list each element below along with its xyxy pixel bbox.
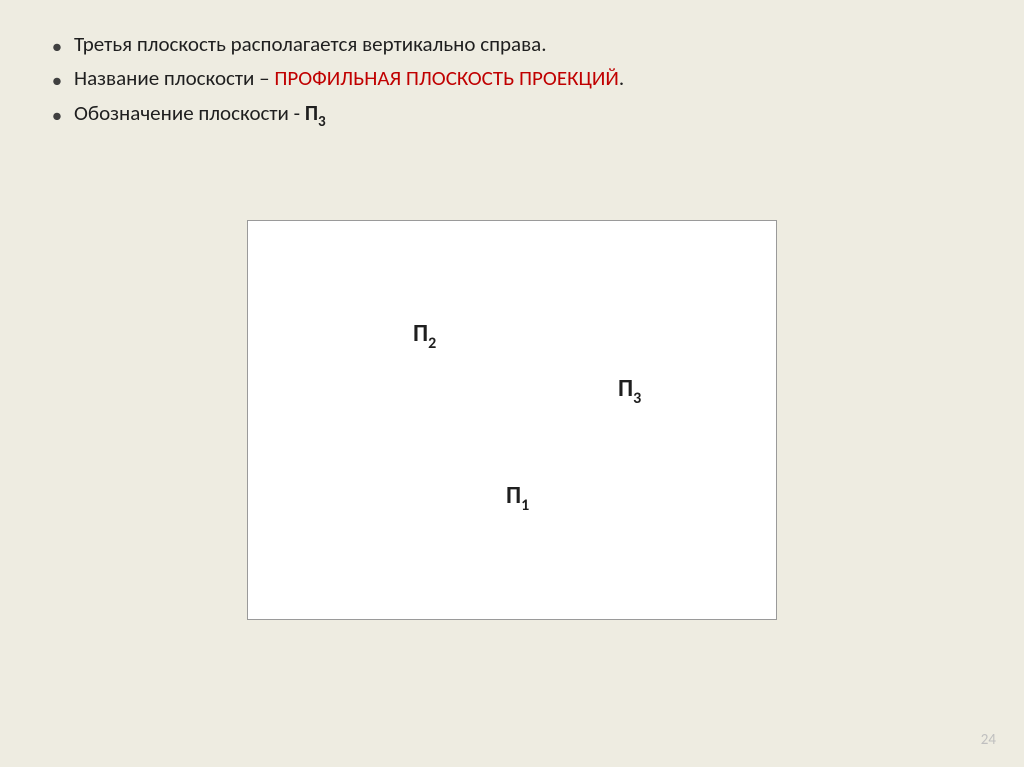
bullet-text: Обозначение плоскости - П3 [74,99,984,132]
bullet-3-symbol: П3 [305,100,326,126]
svg-text:П2: П2 [413,319,436,353]
slide: • Третья плоскость располагается вертика… [0,0,1024,767]
svg-text:П1: П1 [506,481,529,515]
bullet-item-3: • Обозначение плоскости - П3 [40,99,984,132]
bullet-2-highlight: ПРОФИЛЬНАЯ ПЛОСКОСТЬ ПРОЕКЦИЙ [274,65,618,91]
planes-diagram: П2 П3 П1 [248,221,778,621]
svg-text:П3: П3 [618,374,641,408]
bullet-dot-icon: • [40,32,74,60]
bullet-dot-icon: • [40,101,74,129]
bullet-text: Название плоскости – ПРОФИЛЬНАЯ ПЛОСКОСТ… [74,64,984,92]
bullet-2-plain: Название плоскости – [74,65,274,91]
bullet-2-tail: . [619,65,624,91]
bullet-dot-icon: • [40,66,74,94]
label-pi3: П3 [618,374,641,408]
bullet-text: Третья плоскость располагается вертикаль… [74,30,984,58]
bullet-list: • Третья плоскость располагается вертика… [40,30,984,137]
label-pi1: П1 [506,481,529,515]
bullet-item-1: • Третья плоскость располагается вертика… [40,30,984,58]
page-number: 24 [981,731,996,749]
bullet-3-plain: Обозначение плоскости - [74,100,305,126]
diagram-frame: П2 П3 П1 [247,220,777,620]
label-pi2: П2 [413,319,436,353]
bullet-item-2: • Название плоскости – ПРОФИЛЬНАЯ ПЛОСКО… [40,64,984,92]
bullet-1-plain: Третья плоскость располагается вертикаль… [74,31,547,57]
